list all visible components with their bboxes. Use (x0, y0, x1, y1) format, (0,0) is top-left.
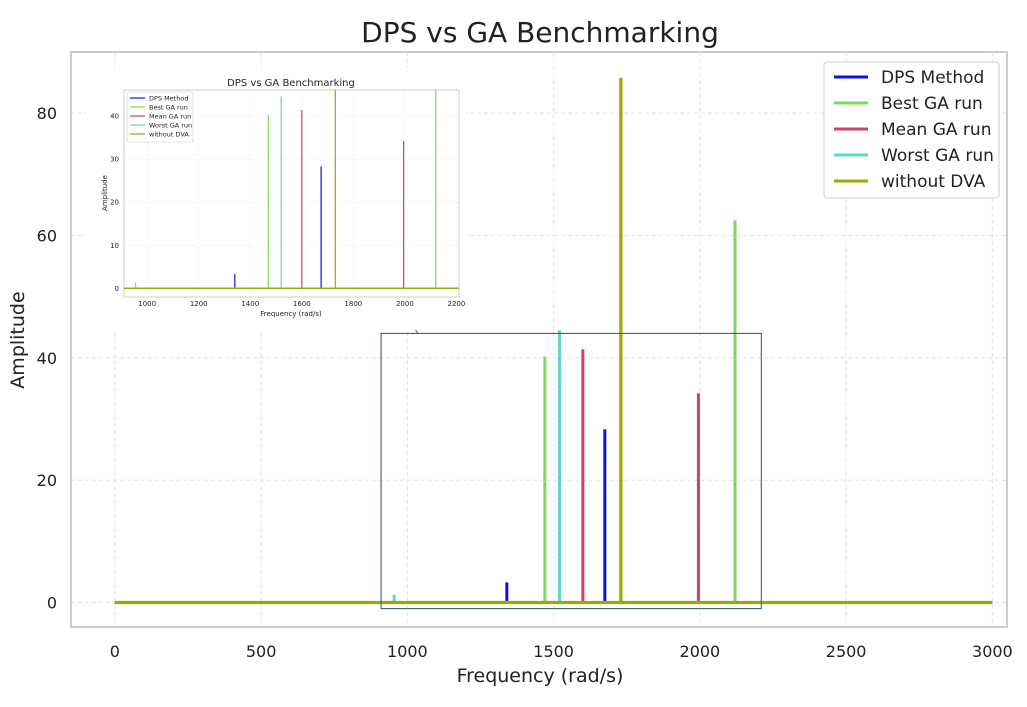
y-tick-label: 20 (37, 471, 57, 490)
x-tick-label: 500 (246, 642, 277, 661)
inset-axis-ticks: 1000 1200 1400 1600 1800 2000 2200 0 10 20 30 40 (110, 112, 465, 308)
inset-y-tick-label: 10 (110, 242, 119, 250)
legend-entry-label: Mean GA run (881, 120, 991, 140)
legend-entry-label: Best GA run (881, 94, 983, 114)
legend: DPS Method Best GA run Mean GA run Worst GA… (823, 61, 1000, 199)
inset-y-axis-label: Amplitude (101, 175, 109, 211)
x-tick-label: 2000 (680, 642, 721, 661)
legend-box (823, 61, 1000, 199)
inset-title: DPS vs GA Benchmarking (227, 78, 355, 89)
inset-legend-entry-label: Worst GA run (149, 121, 192, 129)
x-tick-label: 0 (110, 642, 120, 661)
inset-chart: DPS vs GA Benchmarking 1000 1200 1400 1600 1… (86, 68, 466, 330)
chart-title: DPS vs GA Benchmarking (361, 16, 719, 49)
legend-entry-label: without DVA (881, 172, 986, 192)
inset-x-tick-label: 1200 (190, 300, 208, 308)
inset-x-tick-label: 2000 (396, 300, 414, 308)
legend-entry-label: Worst GA run (881, 146, 994, 166)
x-tick-label: 3000 (972, 642, 1013, 661)
inset-y-tick-label: 40 (110, 112, 119, 120)
x-tick-label: 2500 (826, 642, 867, 661)
inset-legend-entry-label: Best GA run (149, 103, 188, 111)
inset-legend-entry-label: without DVA (149, 130, 189, 138)
inset-x-tick-label: 1600 (293, 300, 311, 308)
y-axis-label: Amplitude (7, 291, 29, 388)
inset-legend-box (126, 91, 194, 143)
inset-y-tick-label: 0 (115, 285, 119, 293)
y-tick-label: 80 (37, 104, 57, 123)
inset-y-tick-label: 20 (110, 199, 119, 207)
inset-x-tick-label: 2200 (448, 300, 466, 308)
legend-entry-label: DPS Method (881, 68, 984, 88)
inset-x-axis-label: Frequency (rad/s) (260, 310, 322, 318)
series-line (114, 77, 993, 605)
inset-series-line (124, 90, 459, 289)
zoom-region-box (380, 332, 762, 610)
x-axis-label: Frequency (rad/s) (457, 665, 624, 687)
inset-x-tick-label: 1800 (344, 300, 362, 308)
inset-x-tick-label: 1000 (138, 300, 156, 308)
x-tick-label: 1000 (387, 642, 428, 661)
x-tick-label: 1500 (533, 642, 574, 661)
inset-legend-entry-label: Mean GA run (149, 112, 191, 120)
inset-x-tick-label: 1400 (241, 300, 259, 308)
inset-series-group (124, 90, 459, 289)
series-group (114, 77, 993, 605)
y-tick-label: 40 (37, 349, 57, 368)
y-tick-label: 0 (47, 594, 57, 613)
axis-ticks: 0 500 1000 1500 2000 2500 3000 0 20 40 60 80 (37, 104, 1013, 661)
y-tick-label: 60 (37, 227, 57, 246)
inset-legend-entry-label: DPS Method (149, 94, 189, 102)
inset-y-tick-label: 30 (110, 156, 119, 164)
